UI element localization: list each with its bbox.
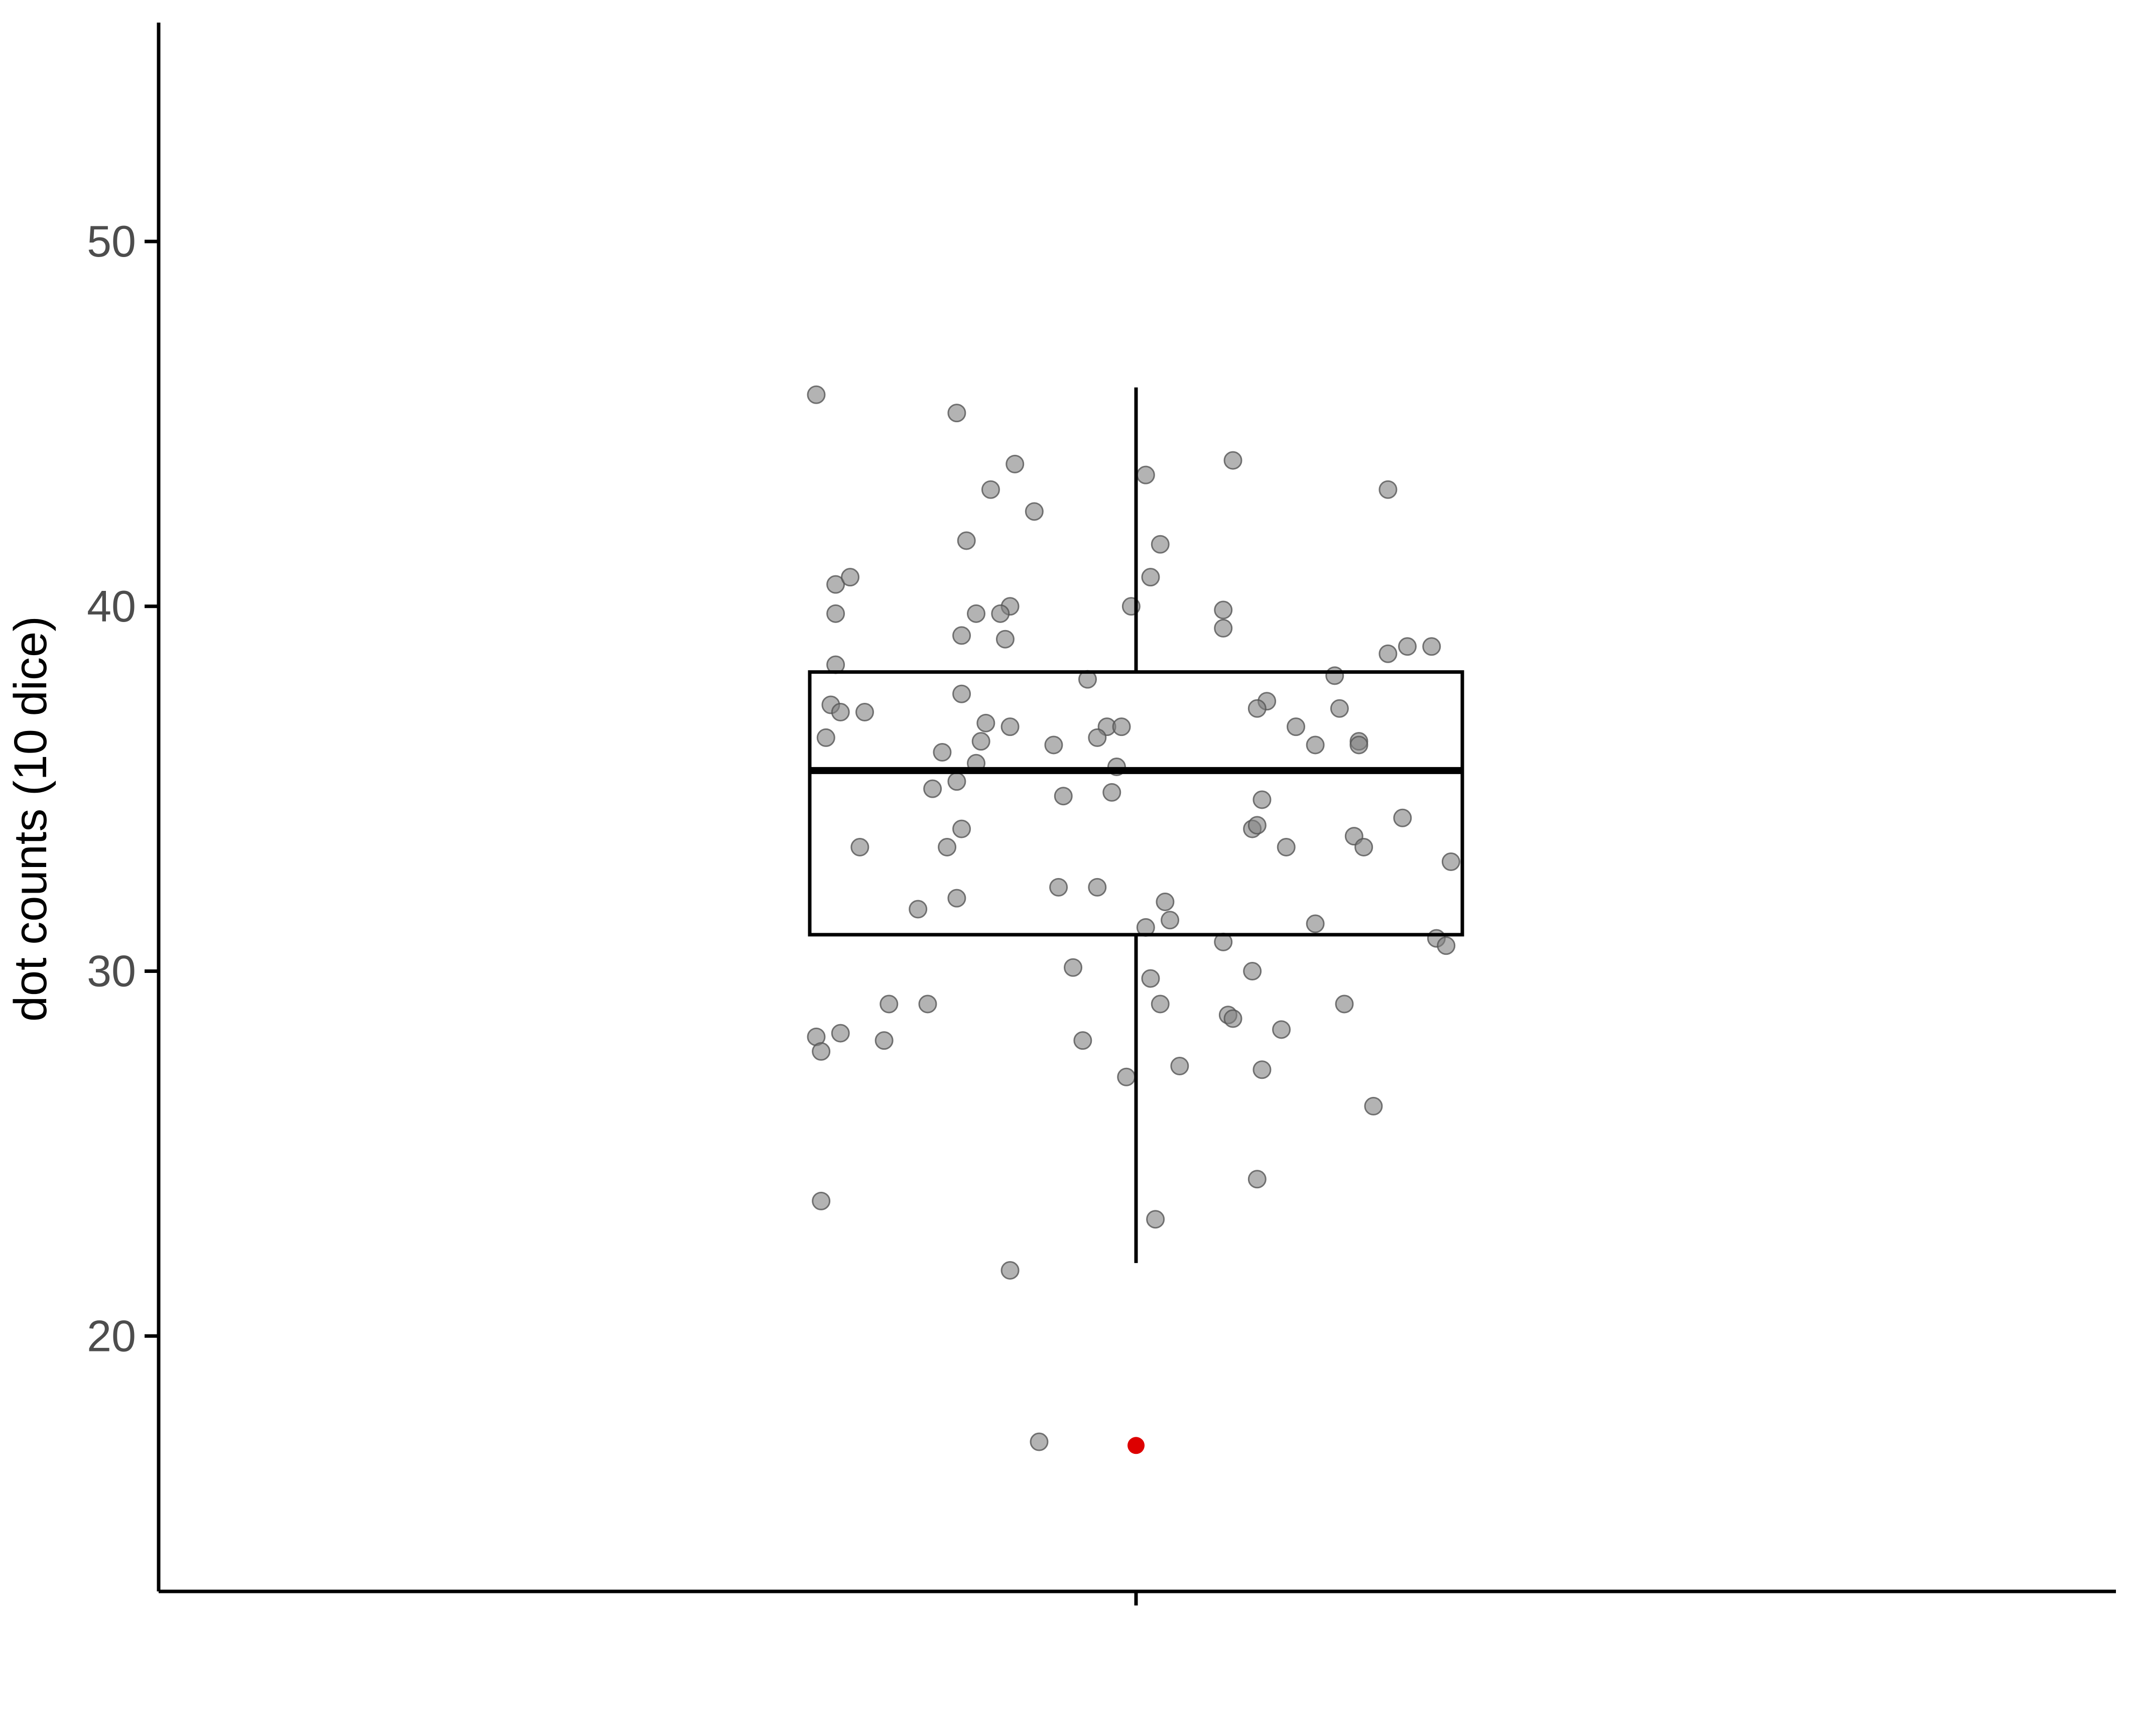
highlight-point <box>1128 1437 1145 1454</box>
data-point <box>1044 735 1063 755</box>
data-point <box>1064 958 1083 977</box>
y-axis-title: dot counts (10 dice) <box>5 616 56 1022</box>
data-point <box>1000 717 1020 736</box>
data-point <box>952 819 971 838</box>
data-point <box>850 837 869 856</box>
data-point <box>1000 1261 1020 1280</box>
data-point <box>981 480 1000 499</box>
data-point <box>1088 878 1107 897</box>
data-point <box>1393 808 1412 827</box>
data-point <box>1398 637 1417 656</box>
data-point <box>1136 465 1155 484</box>
data-point <box>1214 600 1233 619</box>
data-point <box>952 684 971 703</box>
data-point <box>909 900 928 919</box>
data-point <box>1073 1031 1092 1050</box>
data-point <box>1054 787 1073 806</box>
data-point <box>831 703 850 722</box>
data-point <box>1364 1096 1383 1115</box>
data-point <box>826 604 845 623</box>
data-point <box>1306 735 1325 755</box>
data-point <box>1223 451 1242 470</box>
data-point <box>1272 1020 1291 1039</box>
data-point <box>1287 717 1305 736</box>
data-point <box>1277 837 1296 856</box>
data-point <box>957 531 976 550</box>
data-point <box>1102 783 1121 802</box>
data-point <box>938 837 957 856</box>
data-point <box>1117 1067 1136 1086</box>
data-point <box>1437 936 1456 955</box>
y-tick-label: 30 <box>87 946 136 996</box>
data-point <box>1379 644 1398 663</box>
data-point <box>1161 911 1180 930</box>
data-point <box>1335 995 1354 1014</box>
jitter-points <box>807 385 1460 1451</box>
data-point <box>812 1191 831 1210</box>
data-point <box>1146 1210 1165 1229</box>
data-point <box>991 604 1010 623</box>
iqr-box <box>808 670 1464 937</box>
data-point <box>923 779 942 798</box>
data-point <box>1025 502 1044 521</box>
data-point <box>807 385 826 404</box>
data-point <box>816 728 835 747</box>
data-point <box>947 772 966 791</box>
data-point <box>1112 717 1131 736</box>
data-point <box>812 1042 831 1061</box>
data-point <box>841 568 860 587</box>
data-point <box>971 732 990 751</box>
data-point <box>1170 1056 1189 1075</box>
y-tick-label: 40 <box>87 581 136 631</box>
data-point <box>1306 914 1325 933</box>
data-point <box>1253 1060 1272 1079</box>
data-point <box>947 889 966 908</box>
data-point <box>918 995 937 1014</box>
data-point <box>1049 878 1068 897</box>
data-point <box>1030 1432 1049 1451</box>
data-point <box>1151 995 1170 1014</box>
box-plot <box>808 387 1464 1263</box>
data-point <box>826 575 845 594</box>
data-point <box>1247 1170 1267 1189</box>
data-point <box>1422 637 1441 656</box>
data-point <box>855 703 874 722</box>
data-point <box>1141 568 1160 587</box>
data-point <box>1330 699 1349 718</box>
data-point <box>880 995 899 1014</box>
data-point <box>831 1024 850 1043</box>
data-point <box>874 1031 894 1050</box>
data-point <box>1349 735 1368 755</box>
data-point <box>1156 892 1175 911</box>
data-point <box>995 630 1015 649</box>
data-point <box>1441 852 1460 872</box>
y-axis-ticks: 20 30 40 50 <box>87 216 159 1360</box>
data-point <box>1325 666 1344 685</box>
data-point <box>1151 535 1170 554</box>
y-tick-label: 20 <box>87 1311 136 1360</box>
data-point <box>1253 790 1272 809</box>
data-point <box>1247 699 1267 718</box>
y-tick-label: 50 <box>87 216 136 266</box>
data-point <box>1379 480 1398 499</box>
data-point <box>1247 816 1267 835</box>
data-point <box>947 404 966 423</box>
axes: 20 30 40 50 <box>87 23 2116 1605</box>
data-point <box>1223 1009 1242 1028</box>
data-point <box>976 713 995 732</box>
data-point <box>1141 969 1160 988</box>
data-point <box>933 742 952 762</box>
data-point <box>1088 728 1107 747</box>
data-point <box>967 604 985 623</box>
data-point <box>1214 618 1233 638</box>
data-point <box>952 626 971 645</box>
data-point <box>1354 837 1373 856</box>
data-point <box>1006 454 1025 473</box>
data-point <box>1243 962 1262 981</box>
